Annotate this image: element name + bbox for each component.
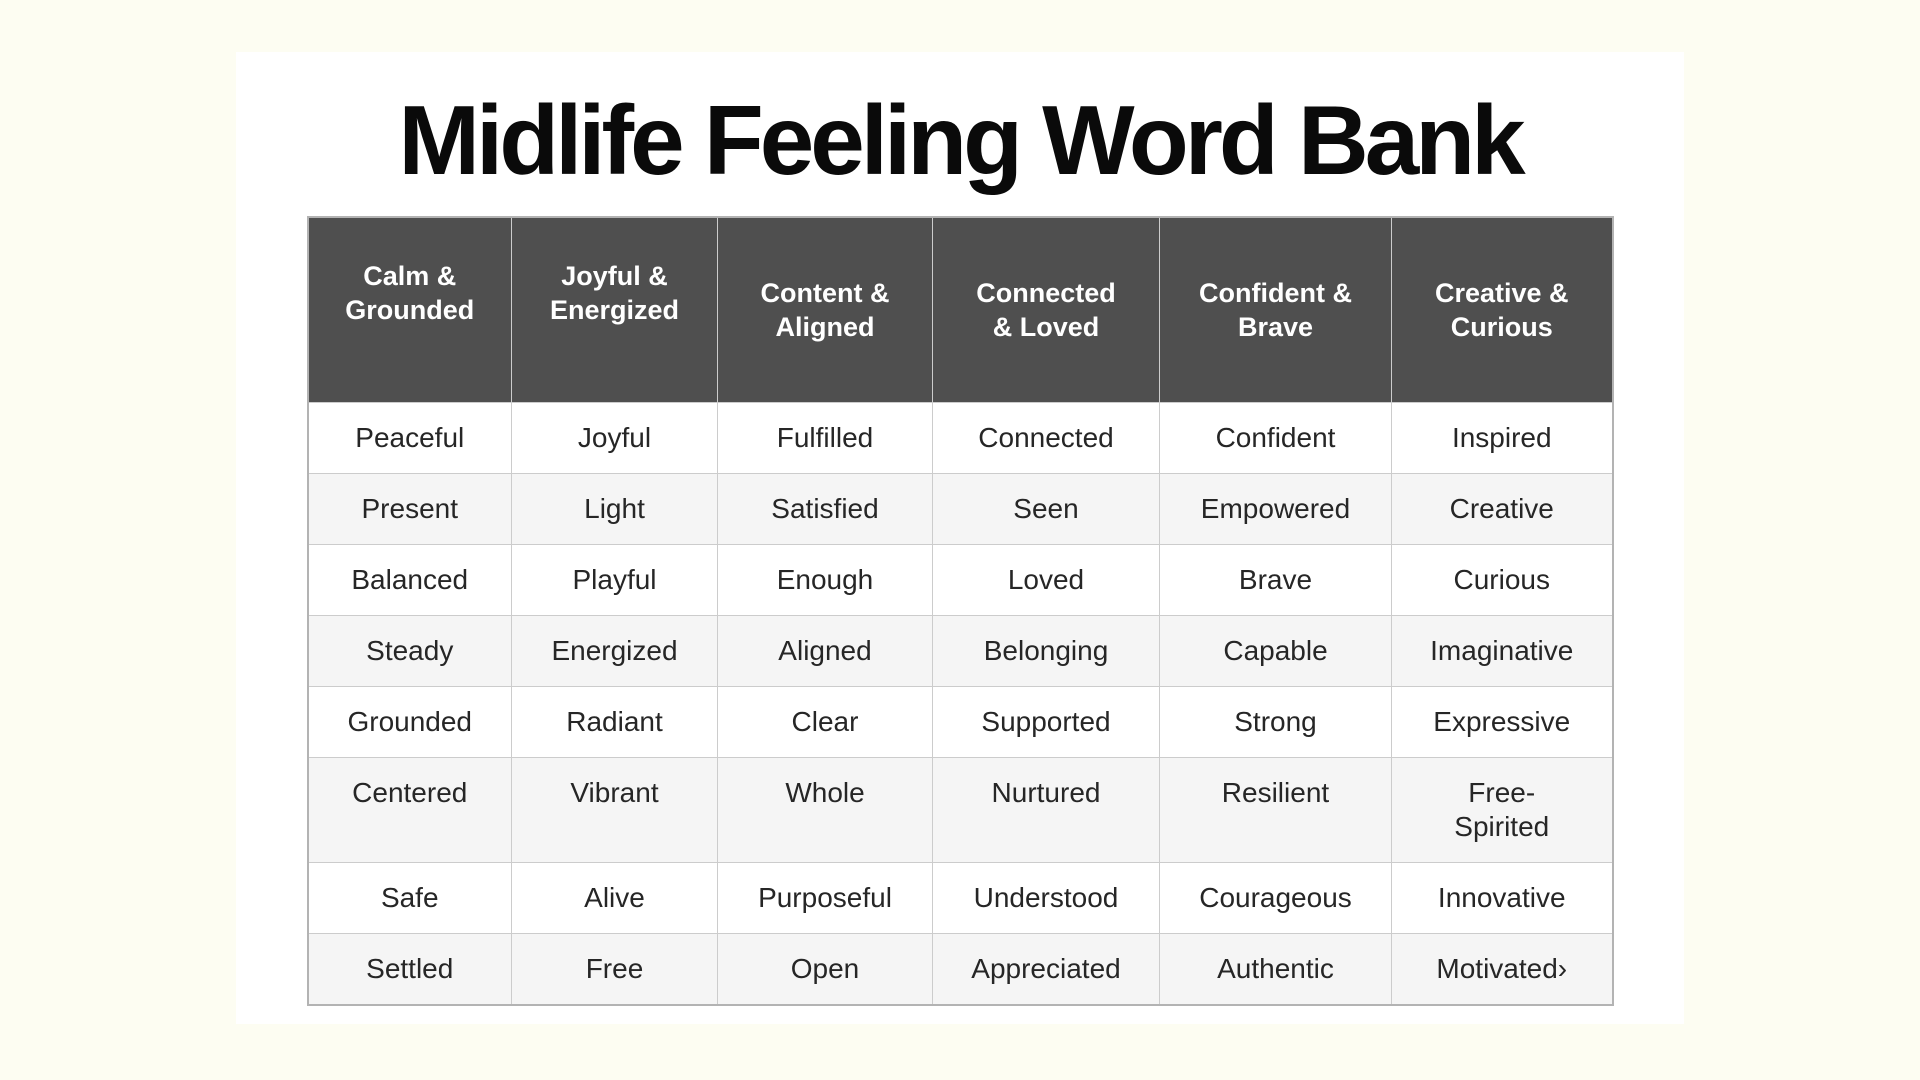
table-row: Balanced Playful Enough Loved Brave Curious bbox=[307, 543, 1613, 616]
table-row: Peaceful Joyful Fulfilled Connected Confiden… bbox=[307, 401, 1613, 474]
word-cell: Free- Spirited bbox=[1391, 756, 1613, 863]
word-cell: Motivated› bbox=[1391, 932, 1613, 1006]
word-cell: Authentic bbox=[1159, 932, 1392, 1006]
word-cell: Centered bbox=[307, 756, 512, 863]
word-cell: Aligned bbox=[717, 614, 933, 687]
word-cell: Nurtured bbox=[932, 756, 1160, 863]
column-header-calm-grounded: Calm & Grounded bbox=[307, 216, 512, 403]
word-cell: Courageous bbox=[1159, 861, 1392, 934]
word-cell: Whole bbox=[717, 756, 933, 863]
word-cell: Enough bbox=[717, 543, 933, 616]
word-cell: Energized bbox=[511, 614, 718, 687]
word-cell: Empowered bbox=[1159, 472, 1392, 545]
word-cell: Appreciated bbox=[932, 932, 1160, 1006]
word-cell: Alive bbox=[511, 861, 718, 934]
word-cell: Safe bbox=[307, 861, 512, 934]
word-cell: Satisfied bbox=[717, 472, 933, 545]
column-header-content-aligned: Content & Aligned bbox=[717, 216, 933, 403]
word-cell: Strong bbox=[1159, 685, 1392, 758]
word-cell: Free bbox=[511, 932, 718, 1006]
word-cell: Peaceful bbox=[307, 401, 512, 474]
word-cell: Open bbox=[717, 932, 933, 1006]
word-cell: Brave bbox=[1159, 543, 1392, 616]
table-row: Grounded Radiant Clear Supported Strong Expre… bbox=[307, 685, 1613, 758]
word-cell: Capable bbox=[1159, 614, 1392, 687]
word-cell: Innovative bbox=[1391, 861, 1613, 934]
word-cell: Playful bbox=[511, 543, 718, 616]
table-row: Present Light Satisfied Seen Empowered Creati… bbox=[307, 472, 1613, 545]
word-cell: Resilient bbox=[1159, 756, 1392, 863]
word-cell: Joyful bbox=[511, 401, 718, 474]
word-cell: Understood bbox=[932, 861, 1160, 934]
column-header-creative-curious: Creative & Curious bbox=[1391, 216, 1613, 403]
word-cell: Loved bbox=[932, 543, 1160, 616]
word-cell: Expressive bbox=[1391, 685, 1613, 758]
column-header-connected-loved: Connected & Loved bbox=[932, 216, 1160, 403]
word-cell: Balanced bbox=[307, 543, 512, 616]
page-background: { "title": "Midlife Feeling Word Bank", … bbox=[0, 52, 1920, 1080]
column-header-confident-brave: Confident & Brave bbox=[1159, 216, 1392, 403]
content-card: Midlife Feeling Word Bank Calm & Grounde… bbox=[236, 52, 1684, 1024]
word-cell: Inspired bbox=[1391, 401, 1613, 474]
word-cell: Curious bbox=[1391, 543, 1613, 616]
word-cell: Light bbox=[511, 472, 718, 545]
word-cell: Vibrant bbox=[511, 756, 718, 863]
word-cell: Imaginative bbox=[1391, 614, 1613, 687]
word-cell: Radiant bbox=[511, 685, 718, 758]
word-cell: Supported bbox=[932, 685, 1160, 758]
page-title: Midlife Feeling Word Bank bbox=[398, 85, 1525, 195]
word-bank-table: Calm & Grounded Joyful & Energized Conte… bbox=[306, 215, 1614, 1006]
word-cell: Clear bbox=[717, 685, 933, 758]
word-cell: Fulfilled bbox=[717, 401, 933, 474]
table-row: Settled Free Open Appreciated Authentic Motiv… bbox=[307, 932, 1613, 1006]
table-row: Safe Alive Purposeful Understood Courageous I… bbox=[307, 861, 1613, 934]
table-row: Steady Energized Aligned Belonging Capable Im… bbox=[307, 614, 1613, 687]
word-cell: Connected bbox=[932, 401, 1160, 474]
word-cell: Settled bbox=[307, 932, 512, 1006]
word-cell: Creative bbox=[1391, 472, 1613, 545]
table-header-row: Calm & Grounded Joyful & Energized Conte… bbox=[307, 216, 1613, 403]
word-cell: Seen bbox=[932, 472, 1160, 545]
table-body: Peaceful Joyful Fulfilled Connected Confiden… bbox=[307, 401, 1613, 1006]
table-row: Centered Vibrant Whole Nurtured Resilient Fre… bbox=[307, 756, 1613, 863]
column-header-joyful-energized: Joyful & Energized bbox=[511, 216, 718, 403]
word-cell: Belonging bbox=[932, 614, 1160, 687]
word-cell: Purposeful bbox=[717, 861, 933, 934]
word-cell: Steady bbox=[307, 614, 512, 687]
word-cell: Grounded bbox=[307, 685, 512, 758]
word-cell: Confident bbox=[1159, 401, 1392, 474]
word-cell: Present bbox=[307, 472, 512, 545]
